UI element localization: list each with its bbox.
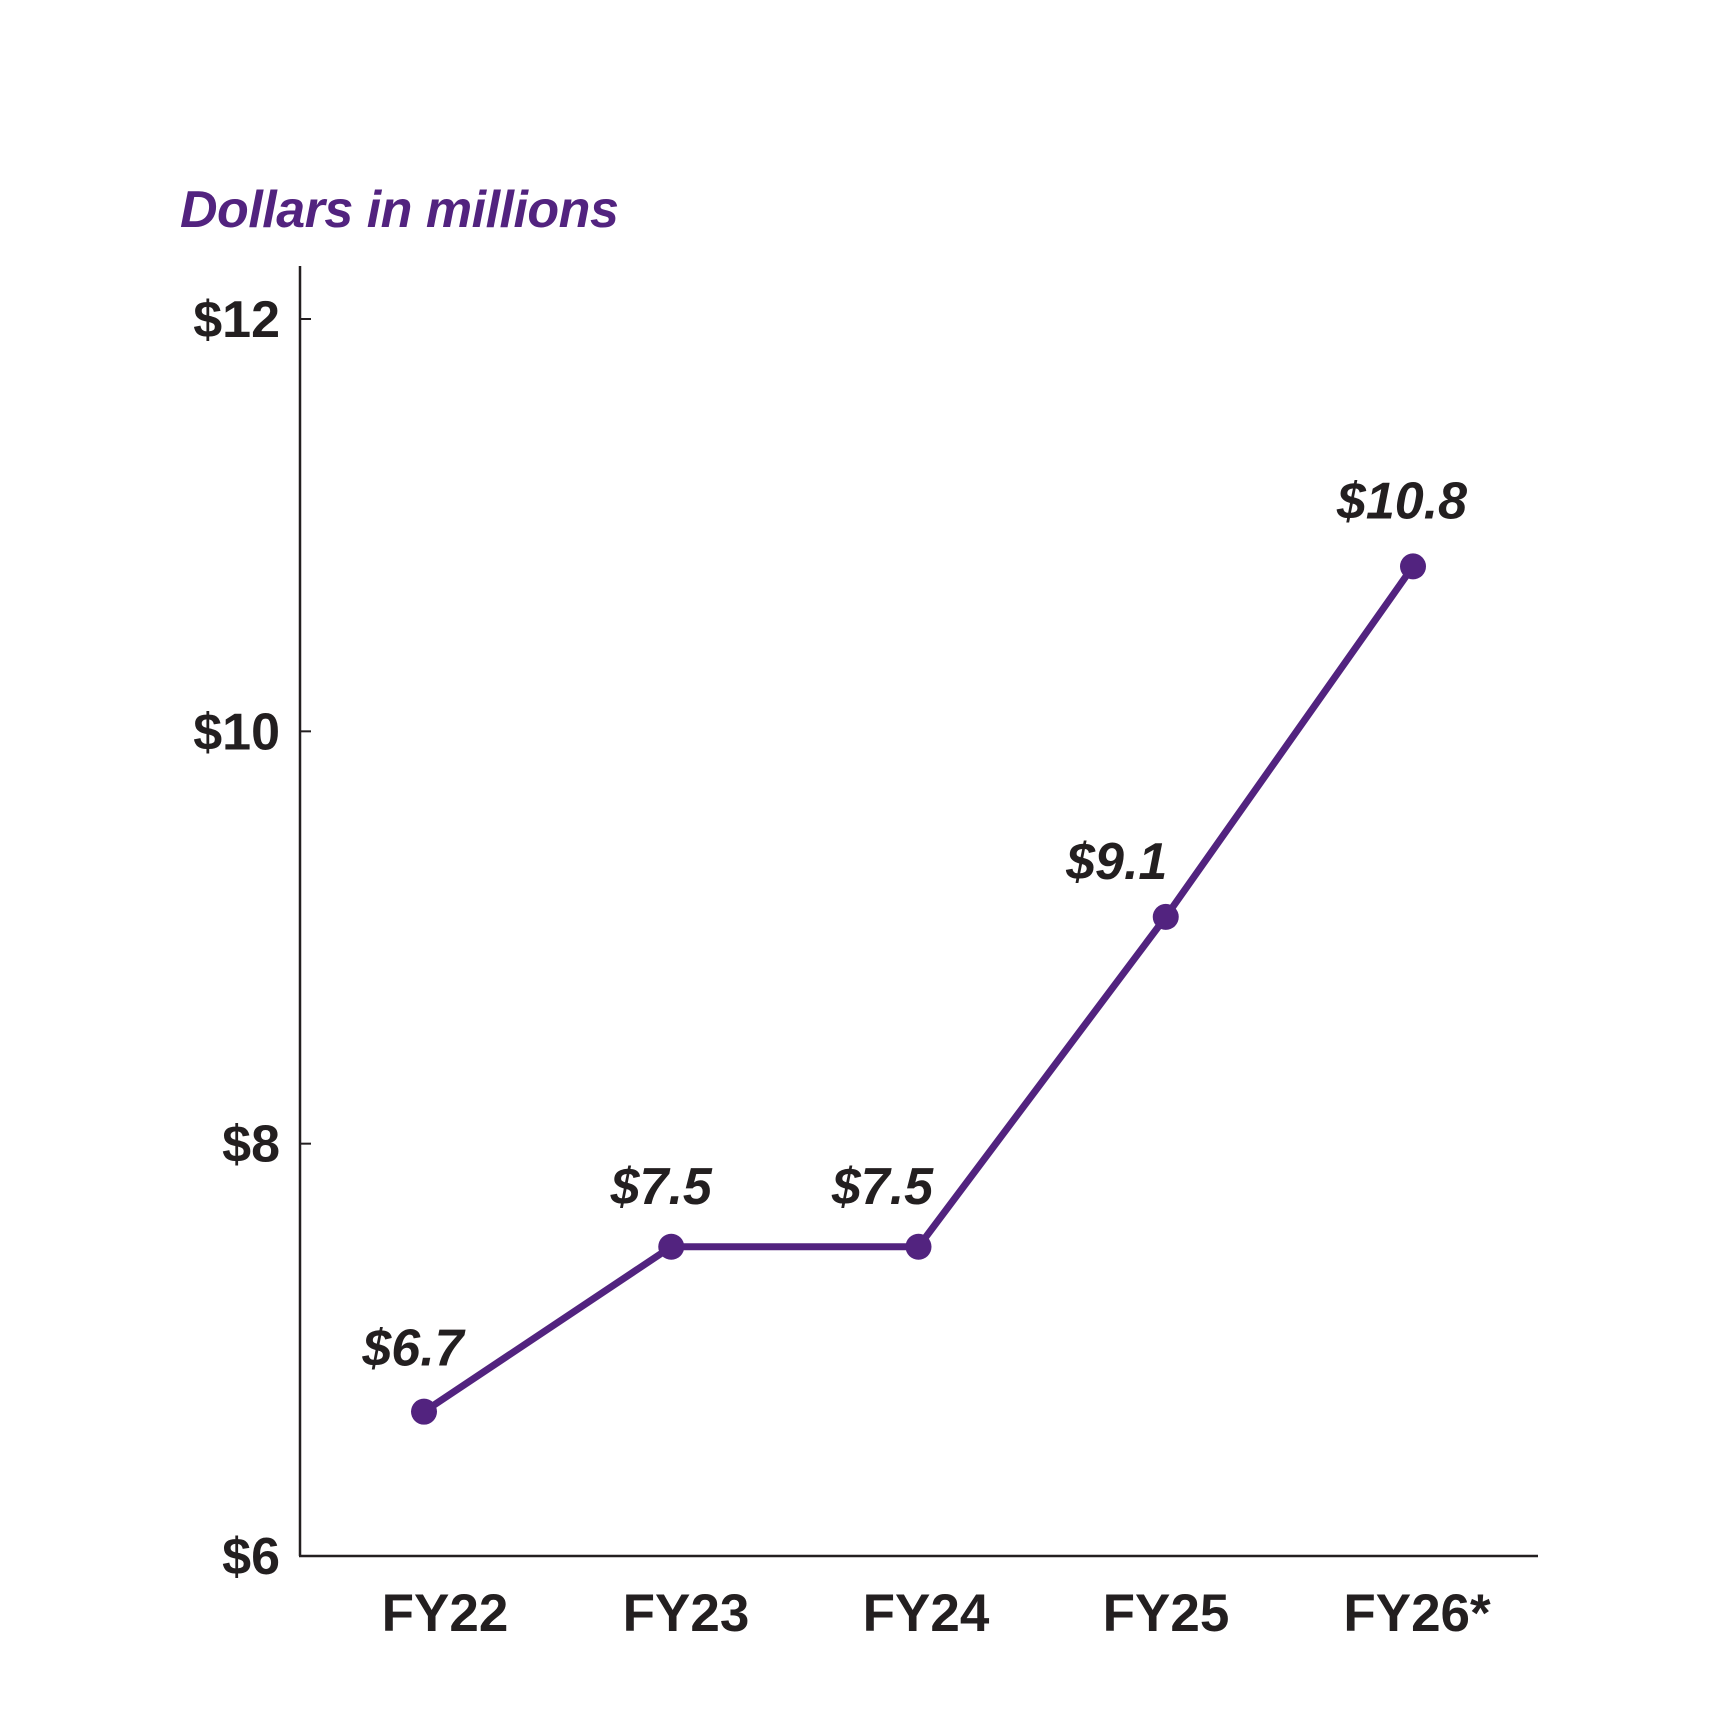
data-value-label: $10.8 [1336,472,1467,530]
x-tick-label: FY26* [1343,1584,1491,1643]
data-series [411,553,1426,1425]
data-point-marker [1152,903,1179,930]
chart-unit-title: Dollars in millions [180,181,619,239]
data-value-label: $6.7 [361,1320,465,1378]
y-tick-label: $12 [193,291,280,349]
data-value-label: $7.5 [831,1158,934,1216]
x-tick-label: FY24 [863,1584,990,1643]
x-tick-label: FY23 [623,1584,750,1643]
y-tick-label: $6 [222,1528,280,1586]
chart-axes [298,266,1538,1558]
data-value-label: $7.5 [610,1158,713,1216]
x-tick-label: FY25 [1103,1584,1230,1643]
y-tick-label: $10 [193,703,280,761]
data-point-marker [411,1398,437,1425]
data-labels: $6.7 $7.5 $7.5 $9.1 $10.8 [361,472,1467,1377]
y-axis-ticks: $6 $8 $10 $12 [193,291,311,1586]
x-tick-label: FY22 [382,1584,509,1643]
x-axis-labels: FY22 FY23 FY24 FY25 FY26* [382,1584,1491,1643]
data-point-marker [658,1233,685,1260]
data-value-label: $9.1 [1065,833,1167,891]
y-tick-label: $8 [222,1116,280,1174]
data-point-marker [1400,553,1426,580]
data-point-marker [905,1233,932,1260]
series-line [422,564,1416,1415]
